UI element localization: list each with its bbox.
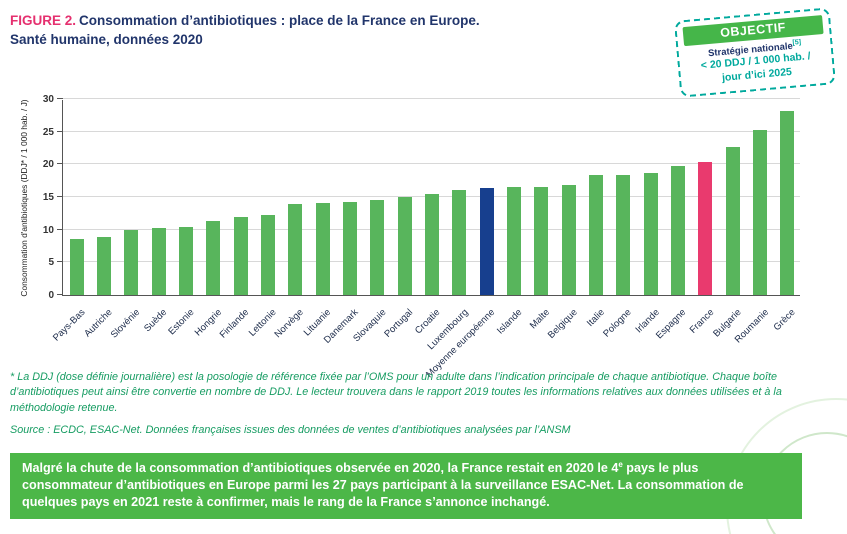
bar-chart: Consommation d'antibiotiques (DDJ* / 1 0… xyxy=(10,92,822,380)
bar-portugal xyxy=(397,197,412,295)
y-axis-tick-label: 15 xyxy=(42,192,54,203)
x-axis-label: Pays-Bas xyxy=(50,307,88,344)
y-axis-tick-label: 20 xyxy=(42,159,54,171)
footnote: * La DDJ (dose définie journalière) est … xyxy=(10,370,832,438)
x-axis-label: Finlande xyxy=(217,307,252,341)
footnote-text: * La DDJ (dose définie journalière) est … xyxy=(10,371,782,414)
y-axis-tick-mark xyxy=(57,98,63,99)
objective-badge: OBJECTIF Stratégie nationale[5] < 20 DDJ… xyxy=(673,7,837,99)
plot-area xyxy=(57,98,800,296)
y-axis-tick-mark xyxy=(57,163,63,165)
bar-bulgarie xyxy=(725,147,740,295)
y-axis-tick-mark xyxy=(57,130,63,132)
bar-pologne xyxy=(616,174,631,295)
x-axis-label: Malte xyxy=(527,307,553,332)
bar-finlande xyxy=(233,216,248,295)
y-axis-tick-mark xyxy=(57,196,63,197)
bar-belgique xyxy=(561,184,576,295)
callout-text-part1: Malgré la chute de la consommation d’ant… xyxy=(22,461,619,476)
y-axis-tick-label: 30 xyxy=(42,94,54,105)
gridline xyxy=(63,98,800,99)
y-axis-ticks: 0 5 10 15 20 25 30 xyxy=(10,94,54,301)
y-axis-tick-mark xyxy=(57,261,63,263)
bar-croatie xyxy=(425,193,439,295)
bar-moyenne-europ-enne xyxy=(479,187,494,295)
x-axis-label: Grèce xyxy=(772,307,799,334)
bar-autriche xyxy=(97,236,111,295)
y-axis-tick-mark xyxy=(57,228,63,230)
bar-norv-ge xyxy=(288,204,303,295)
bar-su-de xyxy=(151,227,166,295)
bar-islande xyxy=(507,186,521,295)
x-axis-label: Norvège xyxy=(272,307,307,341)
x-axis-label: Slovénie xyxy=(108,307,143,341)
figure-title-line2: Santé humaine, données 2020 xyxy=(10,31,203,47)
y-axis-tick-label: 25 xyxy=(42,126,54,138)
bar-slovaquie xyxy=(370,200,385,295)
x-axis-labels: Pays-Bas Autriche Slovénie Suède Estonie Hong… xyxy=(51,302,800,380)
figure-title: FIGURE 2. Consommation d’antibiotiques : … xyxy=(10,12,650,50)
bar-slov-nie xyxy=(124,229,139,295)
bar-espagne xyxy=(671,165,685,295)
bar-france xyxy=(698,161,713,295)
bars-layer xyxy=(63,100,800,295)
y-axis-tick-label: 10 xyxy=(42,224,54,236)
bar-danemark xyxy=(343,201,357,295)
source-line: Source : ECDC, ESAC-Net. Données françai… xyxy=(10,423,571,436)
y-axis-tick-label: 5 xyxy=(48,257,54,269)
bar-lituanie xyxy=(315,202,330,295)
bar-hongrie xyxy=(206,221,221,295)
x-axis-label: Estonie xyxy=(166,307,197,338)
callout-superscript: e xyxy=(618,460,623,469)
x-axis-label: Islande xyxy=(495,307,525,337)
x-axis-label: Italie xyxy=(584,307,607,329)
x-axis-label: Pologne xyxy=(601,307,635,340)
summary-callout: Malgré la chute de la consommation d’ant… xyxy=(10,453,802,519)
bar-estonie xyxy=(179,227,193,295)
y-axis-tick-mark xyxy=(57,294,63,295)
bar-italie xyxy=(589,175,603,295)
gridline xyxy=(63,130,800,132)
figure-label: FIGURE 2. xyxy=(10,13,77,28)
y-axis-tick-label: 0 xyxy=(48,290,54,301)
bar-irlande xyxy=(643,173,658,295)
x-axis-label: Suède xyxy=(142,307,170,335)
bar-roumanie xyxy=(753,130,767,295)
x-axis-label: Portugal xyxy=(382,307,416,340)
gridline xyxy=(63,163,800,165)
bar-gr-ce xyxy=(780,110,795,295)
bar-lettonie xyxy=(261,215,275,295)
x-axis-label: Belgique xyxy=(545,307,580,341)
bar-malte xyxy=(534,186,549,295)
callout-text-part2: pays le plus consommateur d’antibiotique… xyxy=(22,461,744,509)
figure-title-text: Consommation d’antibiotiques : place de … xyxy=(79,13,480,28)
bar-pays-bas xyxy=(69,239,84,295)
objective-badge-reference: [5] xyxy=(792,38,802,47)
bar-luxembourg xyxy=(452,190,467,295)
